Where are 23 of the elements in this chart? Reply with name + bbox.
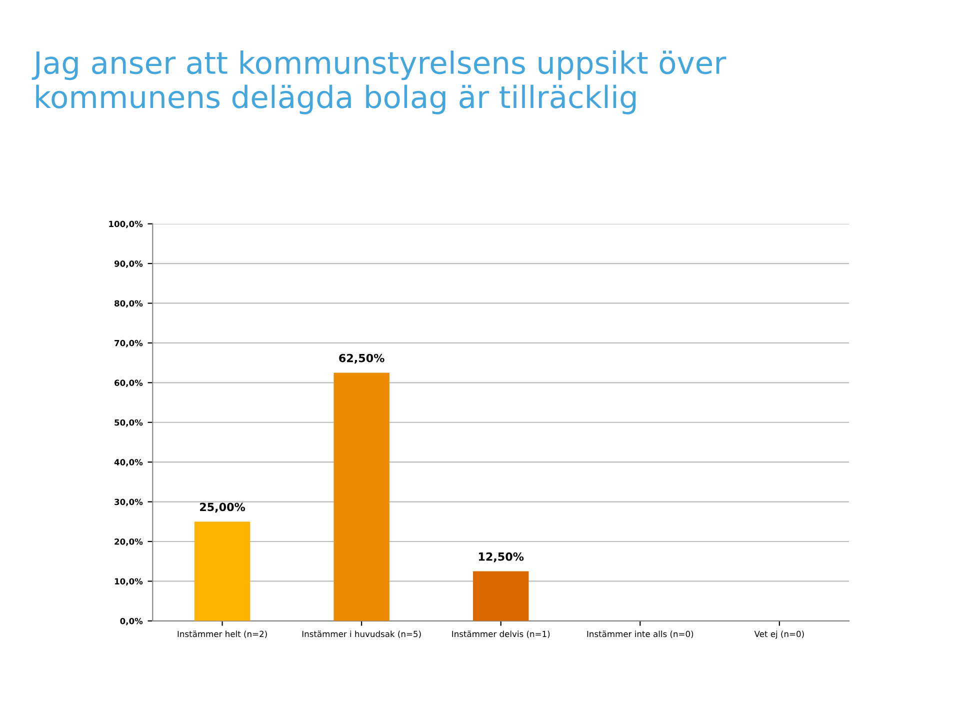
- bar: [334, 372, 390, 621]
- x-tick-label: Instämmer inte alls (n=0): [587, 630, 694, 638]
- data-label: 62,50%: [339, 354, 384, 364]
- y-tick-label: 60,0%: [114, 380, 143, 388]
- y-tick-label: 30,0%: [114, 498, 143, 506]
- y-tick-label: 20,0%: [114, 538, 143, 546]
- y-tick-label: 70,0%: [114, 340, 143, 348]
- y-tick-label: 10,0%: [114, 578, 143, 586]
- y-tick-label: 0,0%: [120, 618, 143, 626]
- bar: [194, 522, 250, 621]
- bar: [472, 571, 529, 621]
- x-tick-label: Instämmer helt (n=2): [178, 630, 267, 638]
- y-tick-label: 100,0%: [109, 220, 143, 228]
- y-tick-label: 50,0%: [114, 419, 143, 427]
- y-tick-label: 40,0%: [114, 459, 143, 466]
- x-tick-label: Vet ej (n=0): [754, 630, 804, 639]
- x-tick-label: Instämmer delvis (n=1): [452, 630, 550, 638]
- y-tick-label: 80,0%: [114, 300, 143, 308]
- y-tick-label: 90,0%: [114, 260, 143, 268]
- data-label: 25,00%: [200, 502, 246, 513]
- x-tick-label: Instämmer i huvudsak (n=5): [302, 630, 421, 638]
- chart-title: Jag anser att kommunstyrelsens uppsikt över kommunens delägda bolag är tillräcklig: [32, 50, 726, 114]
- data-label: 12,50%: [478, 552, 524, 562]
